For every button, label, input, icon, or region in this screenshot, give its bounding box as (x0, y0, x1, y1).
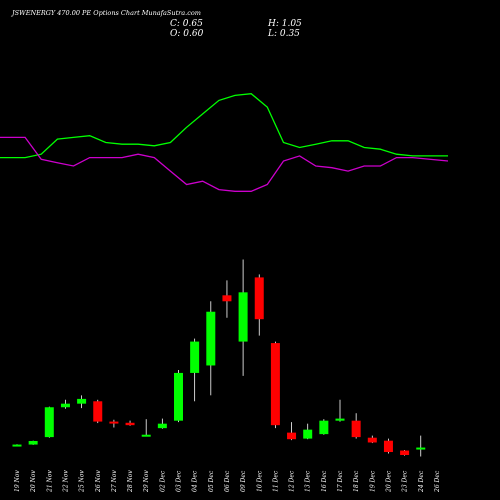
x-tick-label: 10 Dec (256, 470, 263, 492)
chart-title: JSWENERGY 470.00 PE Options Chart Munafa… (12, 9, 201, 17)
candle (351, 413, 361, 439)
candle (222, 280, 232, 318)
candle (270, 341, 280, 429)
candle (383, 438, 393, 454)
candle-body (206, 311, 216, 366)
candle-body (93, 401, 103, 422)
open-value: O: 0.60 (170, 29, 204, 39)
candle (93, 399, 103, 424)
x-tick-label: 13 Dec (305, 470, 312, 492)
x-tick-label: 20 Dec (385, 470, 392, 493)
candle (303, 423, 313, 440)
candle (12, 444, 22, 447)
x-tick-label: 24 Dec (418, 470, 425, 493)
candle (206, 301, 216, 396)
x-tick-label: 04 Dec (192, 470, 199, 492)
candle (60, 399, 70, 409)
x-tick-label: 19 Dec (369, 470, 376, 492)
candle (238, 259, 248, 376)
x-tick-label: 23 Dec (402, 470, 409, 493)
x-tick-label: 02 Dec (159, 470, 166, 492)
candle-body (141, 434, 151, 437)
candle-body (335, 418, 345, 421)
candle (157, 418, 167, 429)
candle-body (12, 444, 22, 447)
x-tick-label: 22 Nov (62, 470, 69, 493)
candle-body (109, 421, 119, 424)
indicator-lines (0, 93, 449, 192)
indicator-line-green (0, 93, 448, 159)
candle (109, 419, 119, 428)
candle-body (254, 277, 264, 320)
high-value: H: 1.05 (268, 19, 302, 29)
candle (400, 449, 410, 456)
candle-body (351, 420, 361, 438)
x-tick-label: 09 Dec (240, 470, 247, 492)
candle (141, 419, 151, 437)
candle (287, 422, 297, 441)
candle (319, 419, 329, 435)
x-tick-label: 25 Nov (79, 470, 86, 493)
x-tick-label: 03 Dec (176, 470, 183, 492)
x-tick-label: 18 Dec (353, 470, 360, 492)
candle-body (28, 440, 38, 445)
candle-body (157, 423, 167, 429)
candle-body (367, 437, 377, 443)
candle (28, 440, 38, 445)
candle-body (174, 372, 183, 421)
candle-body (319, 420, 329, 435)
candle-body (383, 440, 393, 453)
candles (12, 259, 426, 457)
candle-body (125, 422, 135, 426)
candle-body (400, 450, 410, 456)
candle-body (44, 407, 54, 438)
x-tick-label: 16 Dec (321, 470, 328, 492)
candle-body (416, 447, 426, 450)
x-tick-label: 17 Dec (337, 470, 344, 492)
candle (125, 420, 135, 426)
indicator-line-magenta (0, 136, 449, 192)
candle (44, 406, 54, 438)
x-tick-label: 19 Nov (14, 470, 21, 492)
x-tick-label: 12 Dec (289, 470, 296, 492)
x-tick-label: 06 Dec (224, 470, 231, 492)
candle-body (238, 292, 248, 342)
x-axis-ticks: 19 Nov 20 Nov 21 Nov 22 Nov 25 Nov 26 Nov 27 N… (14, 470, 441, 493)
candle (367, 435, 377, 444)
x-tick-label: 21 Nov (46, 470, 53, 493)
candle-body (287, 432, 297, 440)
candle (335, 399, 345, 422)
x-tick-label: 29 Nov (143, 470, 150, 493)
candle (174, 369, 183, 423)
candle-body (222, 295, 232, 302)
candle-body (190, 341, 200, 373)
x-tick-label: 26 Dec (434, 470, 441, 493)
x-tick-label: 26 Nov (95, 470, 102, 493)
candle-body (77, 398, 87, 404)
x-tick-label: 28 Nov (127, 470, 134, 493)
candle-body (60, 403, 70, 408)
candle (77, 395, 87, 409)
x-tick-label: 20 Nov (30, 470, 37, 493)
candle (254, 274, 264, 336)
x-tick-label: 11 Dec (272, 470, 279, 492)
x-tick-label: 05 Dec (208, 470, 215, 492)
x-tick-label: 27 Nov (111, 470, 118, 493)
candle (416, 435, 426, 457)
candle-body (270, 343, 280, 426)
close-value: C: 0.65 (170, 19, 203, 29)
candle-body (303, 429, 313, 439)
low-value: L: 0.35 (268, 29, 300, 39)
candle (190, 338, 200, 402)
